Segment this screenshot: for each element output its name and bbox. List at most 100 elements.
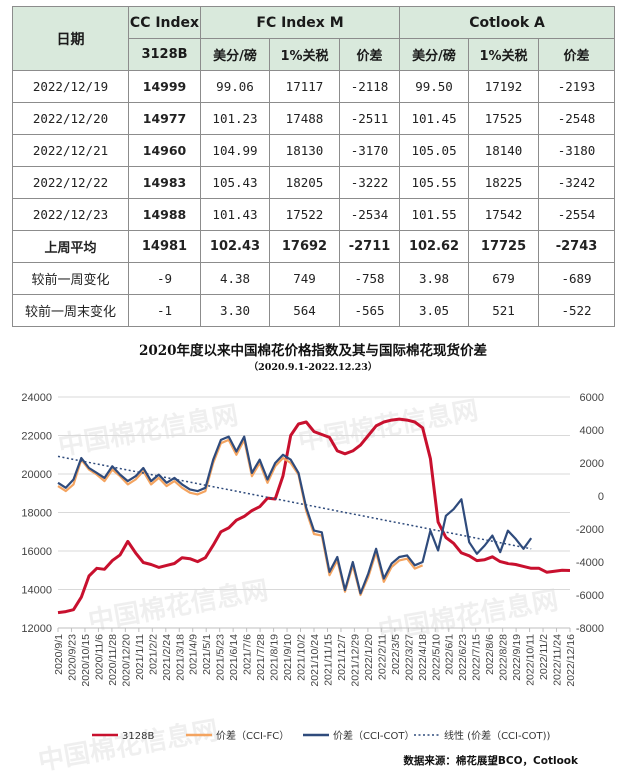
x-tick-label: 2020/10/15 [80, 634, 92, 687]
y-right-tick-label: 0 [598, 491, 604, 503]
y-right-tick-label: -4000 [576, 557, 604, 569]
cell: 105.05 [399, 134, 470, 167]
y-left-tick-label: 12000 [21, 623, 52, 635]
cell-cc: 14999 [128, 70, 201, 103]
x-tick-label: 2021/2/24 [161, 634, 173, 681]
cell: 17725 [468, 230, 540, 263]
cell: -2743 [538, 230, 616, 263]
cell: 102.62 [399, 230, 470, 263]
cell-cc: 14960 [128, 134, 201, 167]
cell: 521 [468, 294, 540, 327]
x-tick-label: 2021/12/29 [349, 634, 361, 687]
cell: 99.06 [200, 70, 270, 103]
subheader-3128b: 3128B [128, 38, 201, 71]
cell-label: 较前一周末变化 [12, 294, 129, 327]
cell-cc: 14988 [128, 198, 201, 231]
cell-label: 上周平均 [12, 230, 129, 263]
x-tick-label: 2021/10/2 [296, 634, 308, 681]
x-tick-label: 2021/2/2 [147, 634, 159, 675]
x-tick-label: 2022/8/6 [484, 634, 496, 675]
cell: -2554 [538, 198, 616, 231]
header-fc-index-m: FC Index M [199, 6, 401, 39]
y-right-tick-label: 4000 [580, 425, 604, 437]
cell: -2534 [338, 198, 401, 231]
x-tick-label: 2021/11/15 [322, 634, 334, 686]
cell: 564 [269, 294, 340, 327]
cell: -1 [128, 294, 201, 327]
table-row: 2022/12/21 14960 104.99 18130 -3170 105.… [12, 134, 616, 167]
cell: 18140 [468, 134, 540, 167]
price-spread-chart: 中国棉花信息网 中国棉花信息网 中国棉花信息网 中国棉花信息网 中国棉花信息网 … [21, 342, 604, 777]
cell: 101.45 [399, 102, 470, 135]
cell-date: 2022/12/20 [12, 102, 129, 135]
cell: -565 [338, 294, 401, 327]
series-line [57, 417, 571, 615]
cell: 17117 [269, 70, 340, 103]
cell: 3.30 [200, 294, 270, 327]
cell: -2511 [338, 102, 401, 135]
y-left-tick-label: 16000 [21, 546, 52, 558]
x-tick-label: 2021/7/6 [242, 634, 254, 675]
y-right-tick-label: 2000 [580, 458, 604, 470]
y-left-tick-label: 22000 [21, 431, 52, 443]
x-tick-label: 2021/5/1 [201, 634, 213, 675]
cell: 102.43 [200, 230, 270, 263]
cell: 101.43 [200, 198, 270, 231]
price-table: 日期 CC Index FC Index M Cotlook A 3128B 美… [12, 6, 616, 327]
x-tick-label: 2022/6/23 [457, 634, 469, 681]
cell: 17692 [269, 230, 340, 263]
x-tick-label: 2022/4/18 [417, 634, 429, 681]
watermark-layer: 中国棉花信息网 中国棉花信息网 中国棉花信息网 中国棉花信息网 中国棉花信息网 [36, 395, 561, 777]
cell-label: 较前一周变化 [12, 262, 129, 295]
cell: 3.98 [399, 262, 470, 295]
cell: -9 [128, 262, 201, 295]
cell: 101.23 [200, 102, 270, 135]
y-left-tick-label: 18000 [21, 508, 52, 520]
cell: -3180 [538, 134, 616, 167]
table-row-week-change: 较前一周变化 -9 4.38 749 -758 3.98 679 -689 [12, 262, 616, 295]
x-tick-label: 2020/9/1 [53, 634, 65, 675]
legend-label: 线性 (价差（CCI-COT)) [444, 729, 550, 742]
cell: 17488 [269, 102, 340, 135]
table-row: 2022/12/22 14983 105.43 18205 -3222 105.… [12, 166, 616, 199]
x-tick-label: 2020/9/23 [66, 634, 78, 681]
cell: 17525 [468, 102, 540, 135]
legend: 3128B 价差（CCI-FC） 价差（CCI-COT） 线性 (价差（CCI-COT… [92, 729, 550, 742]
cell: -2711 [338, 230, 401, 263]
x-tick-label: 2020/11/28 [107, 634, 119, 686]
x-tick-label: 2020/12/20 [120, 634, 132, 687]
series-line [57, 455, 532, 550]
header-date: 日期 [12, 6, 129, 71]
header-cc-index: CC Index [128, 6, 201, 39]
table-row: 2022/12/20 14977 101.23 17488 -2511 101.… [12, 102, 616, 135]
cell-date: 2022/12/22 [12, 166, 129, 199]
subheader-cents-per-lb: 美分/磅 [200, 38, 270, 71]
cell: 17192 [468, 70, 540, 103]
subheader-spread: 价差 [538, 38, 616, 71]
x-tick-label: 2022/11/24 [552, 634, 564, 686]
series-layer [57, 417, 571, 615]
y-left-tick-label: 24000 [21, 392, 52, 404]
legend-label: 价差（CCI-COT） [333, 729, 414, 742]
cell-date: 2022/12/19 [12, 70, 129, 103]
cell: -2193 [538, 70, 616, 103]
x-tick-label: 2020/11/6 [93, 634, 105, 680]
x-tick-label: 2022/7/15 [471, 634, 483, 681]
cell: -758 [338, 262, 401, 295]
table-row: 2022/12/23 14988 101.43 17522 -2534 101.… [12, 198, 616, 231]
chart-title: 2020年度以来中国棉花价格指数及其与国际棉花现货价差 [139, 342, 487, 359]
cell: 749 [269, 262, 340, 295]
table-row: 2022/12/19 14999 99.06 17117 -2118 99.50… [12, 70, 616, 103]
cell: 679 [468, 262, 540, 295]
x-axis: 2020/9/1 2020/9/23 2020/10/15 2020/11/6 2020… [53, 627, 577, 687]
x-tick-label: 2022/1/20 [363, 634, 375, 681]
x-tick-label: 2021/9/10 [282, 634, 294, 681]
x-tick-label: 2022/11/2 [538, 634, 550, 680]
subheader-tariff: 1%关税 [468, 38, 540, 71]
data-source: 数据来源：棉花展望BCO，Cotlook [402, 754, 579, 767]
y-right-tick-label: -8000 [576, 623, 604, 635]
x-tick-label: 2022/12/16 [565, 634, 577, 687]
cell: 18225 [468, 166, 540, 199]
cell: 3.05 [399, 294, 470, 327]
x-tick-label: 2022/6/1 [444, 634, 456, 675]
